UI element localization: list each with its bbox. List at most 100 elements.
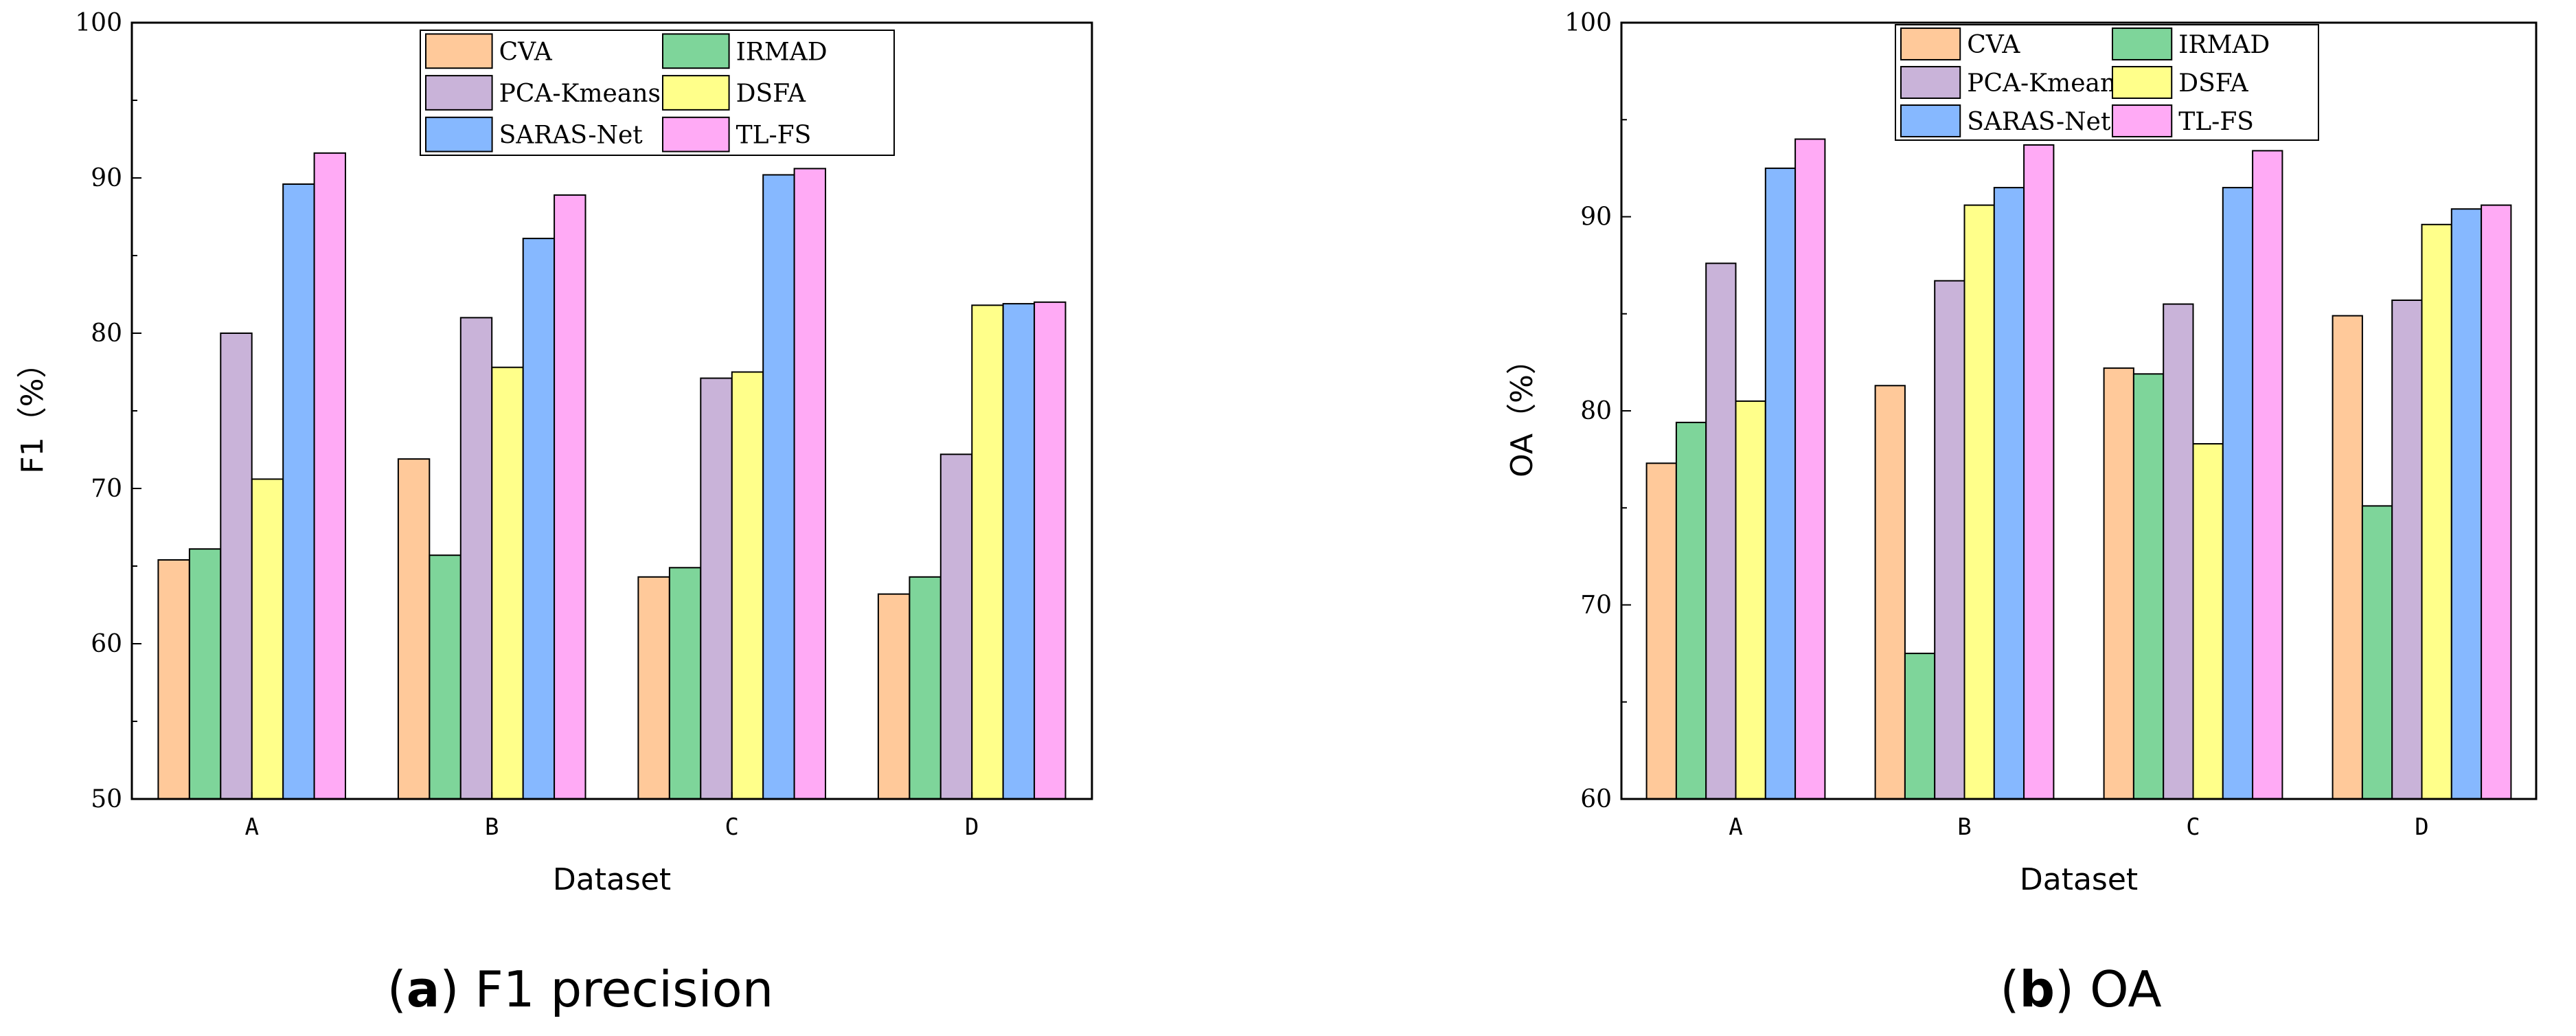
bar-pca-kmeans-c xyxy=(700,377,733,800)
legend-label-irmad: IRMAD xyxy=(2178,31,2270,59)
bar-irmad-b xyxy=(1904,653,1936,800)
y-ticks: 50 60 70 80 90 100 xyxy=(75,9,141,813)
plot-frame xyxy=(1620,21,2538,800)
x-tick-label: C xyxy=(2186,813,2200,841)
y-tick-label: 60 xyxy=(1580,785,1612,813)
bar-dsfa-c xyxy=(731,371,764,800)
legend-label-cva: CVA xyxy=(499,38,553,66)
bar-cva-c xyxy=(2103,367,2134,800)
bar-irmad-b xyxy=(429,554,461,800)
legend-swatch-tl-fs xyxy=(662,116,730,153)
bar-pca-kmeans-d xyxy=(939,453,973,800)
panel-f1: 50 60 70 80 90 100 A B C D F1（%） Dataset CVA IRMA… xyxy=(15,9,1093,1018)
legend: CVA IRMAD PCA-Kmeans DSFA SARAS-Net TL-FS xyxy=(420,30,895,156)
legend-swatch-pca-kmeans xyxy=(425,75,493,111)
bar-tl-fs-a xyxy=(1794,138,1826,800)
bar-irmad-a xyxy=(1675,421,1707,800)
legend-label-pca-kmeans: PCA-Kmeans xyxy=(1967,69,2128,98)
bar-dsfa-d xyxy=(2421,223,2452,800)
bar-pca-kmeans-d xyxy=(2391,300,2423,800)
legend-swatch-cva xyxy=(1900,27,1961,60)
bar-dsfa-a xyxy=(1735,400,1766,800)
bar-saras-net-c xyxy=(762,174,795,800)
x-ticks: A B C D xyxy=(1729,792,2429,841)
bar-tl-fs-a xyxy=(313,152,347,800)
panel-caption: (b) OA xyxy=(2000,960,2161,1018)
bar-saras-net-c xyxy=(2222,187,2254,800)
y-axis-title: OA（%） xyxy=(1505,344,1540,477)
bar-tl-fs-d xyxy=(2481,204,2512,800)
bar-irmad-c xyxy=(2132,373,2165,800)
legend-label-saras-net: SARAS-Net xyxy=(499,122,643,150)
bar-saras-net-d xyxy=(1002,303,1036,800)
y-tick-label: 70 xyxy=(1580,592,1612,620)
x-tick-label: A xyxy=(1729,813,1742,841)
bar-pca-kmeans-a xyxy=(220,333,253,800)
panel-caption: (a) F1 precision xyxy=(387,960,774,1018)
y-tick-label: 90 xyxy=(91,164,122,192)
bar-dsfa-a xyxy=(251,478,284,800)
legend-label-dsfa: DSFA xyxy=(736,80,806,108)
y-tick-label: 80 xyxy=(91,319,122,348)
bar-cva-d xyxy=(2332,315,2363,800)
bar-saras-net-b xyxy=(1993,187,2025,800)
x-ticks: A B C D xyxy=(245,792,979,841)
bar-cva-b xyxy=(1874,385,1906,800)
bar-saras-net-d xyxy=(2450,208,2483,800)
legend-label-tl-fs: TL-FS xyxy=(2178,108,2254,136)
legend-swatch-cva xyxy=(425,33,493,69)
bar-cva-d xyxy=(877,593,911,800)
bar-tl-fs-c xyxy=(2252,150,2283,800)
legend-swatch-saras-net xyxy=(1900,104,1961,137)
legend-swatch-dsfa xyxy=(2112,66,2173,99)
y-tick-label: 80 xyxy=(1580,397,1612,425)
legend-swatch-pca-kmeans xyxy=(1900,66,1961,99)
bar-dsfa-c xyxy=(2192,443,2224,800)
bar-saras-net-a xyxy=(1764,167,1797,800)
bar-cva-b xyxy=(397,458,431,800)
y-axis-title: F1（%） xyxy=(15,348,50,473)
bar-tl-fs-b xyxy=(2023,144,2055,800)
y-tick-label: 100 xyxy=(75,9,122,37)
legend: CVA IRMAD PCA-Kmeans DSFA SARAS-Net TL-FS xyxy=(1895,24,2319,141)
x-axis-title: Dataset xyxy=(2020,862,2138,897)
bar-pca-kmeans-c xyxy=(2163,303,2194,800)
legend-label-irmad: IRMAD xyxy=(736,38,828,66)
y-ticks: 60 70 80 90 100 xyxy=(1564,9,1631,813)
bar-saras-net-b xyxy=(522,238,556,800)
bar-tl-fs-b xyxy=(554,194,586,800)
legend-label-saras-net: SARAS-Net xyxy=(1967,108,2111,136)
legend-swatch-tl-fs xyxy=(2112,104,2173,137)
bar-irmad-a xyxy=(188,548,222,800)
bar-saras-net-a xyxy=(282,183,315,800)
bar-dsfa-b xyxy=(491,366,524,800)
bar-pca-kmeans-b xyxy=(459,317,493,800)
bar-tl-fs-c xyxy=(793,168,826,800)
x-tick-label: C xyxy=(725,813,739,841)
bar-irmad-c xyxy=(668,567,702,800)
y-tick-label: 100 xyxy=(1564,9,1612,37)
bar-cva-c xyxy=(637,576,670,800)
y-tick-label: 50 xyxy=(91,785,122,813)
bar-irmad-d xyxy=(2361,505,2393,800)
y-tick-label: 90 xyxy=(1580,203,1612,232)
legend-box xyxy=(420,30,895,156)
bars-group xyxy=(1645,138,2512,800)
legend-swatch-saras-net xyxy=(425,116,493,153)
legend-swatch-irmad xyxy=(662,33,730,69)
x-tick-label: B xyxy=(1957,813,1971,841)
bar-dsfa-b xyxy=(1963,204,1995,800)
plot-frame xyxy=(130,21,1093,800)
legend-swatch-irmad xyxy=(2112,27,2173,60)
bars-group xyxy=(157,152,1067,800)
bar-dsfa-d xyxy=(971,304,1004,800)
x-tick-label: A xyxy=(245,813,259,841)
bar-cva-a xyxy=(157,559,190,800)
legend-label-tl-fs: TL-FS xyxy=(736,122,812,150)
legend-box xyxy=(1895,24,2319,141)
x-tick-label: D xyxy=(965,813,979,841)
bar-pca-kmeans-a xyxy=(1705,262,1737,800)
legend-swatch-dsfa xyxy=(662,75,730,111)
x-tick-label: B xyxy=(485,813,499,841)
